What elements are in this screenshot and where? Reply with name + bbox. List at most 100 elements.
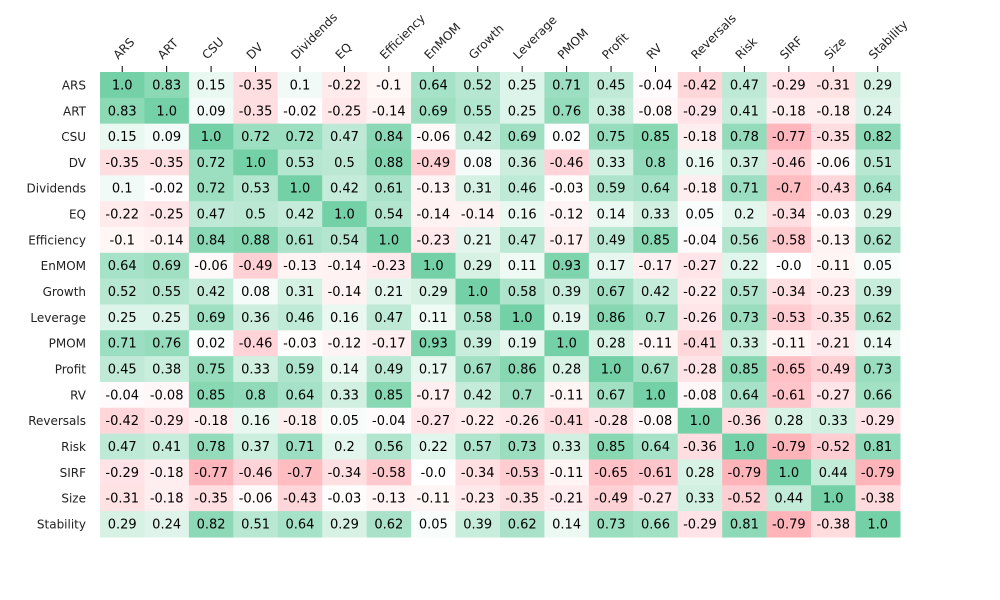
- cell-value-label: -0.26: [505, 414, 539, 429]
- cell-value-label: 0.62: [863, 311, 892, 326]
- heatmap-cell: [855, 304, 901, 331]
- cell-value-label: -0.29: [683, 104, 717, 119]
- cell-value-label: 0.86: [508, 363, 537, 378]
- cell-value-label: 0.47: [108, 440, 137, 455]
- cell-value-label: -0.08: [683, 388, 717, 403]
- cell-value-label: 0.47: [508, 233, 537, 248]
- cell-value-label: 0.51: [863, 156, 892, 171]
- heatmap-cell: [188, 278, 234, 306]
- cell-value-label: -0.7: [287, 466, 312, 481]
- cell-value-label: 0.22: [419, 440, 448, 455]
- cell-value-label: 0.19: [552, 311, 581, 326]
- cell-value-label: 0.2: [334, 440, 355, 455]
- cell-value-label: 1.0: [245, 156, 266, 171]
- cell-value-label: 0.31: [463, 182, 492, 197]
- heatmap-cell: [766, 226, 812, 254]
- heatmap-cell: [188, 330, 234, 357]
- cell-value-label: -0.11: [550, 388, 584, 403]
- cell-value-label: 0.09: [152, 130, 181, 145]
- heatmap-cell: [766, 485, 812, 512]
- cell-value-label: -0.25: [328, 104, 362, 119]
- heatmap-cell: [144, 511, 190, 538]
- heatmap-cell: [855, 149, 901, 176]
- heatmap-cell: [677, 485, 723, 512]
- cell-value-label: 0.93: [419, 337, 448, 352]
- x-tick-label: PMOM: [555, 26, 591, 62]
- cell-value-label: 0.73: [730, 311, 759, 326]
- cell-value-label: -0.38: [861, 492, 895, 507]
- cell-value-label: -0.04: [105, 388, 139, 403]
- cell-value-label: 0.85: [730, 363, 759, 378]
- heatmap-cell: [722, 201, 768, 228]
- heatmap-cell: [100, 175, 146, 202]
- heatmap-cell: [633, 433, 679, 461]
- heatmap-cell: [188, 201, 234, 228]
- x-tick-label: Reversals: [688, 11, 739, 62]
- heatmap-cell: [100, 381, 146, 409]
- cell-value-label: 0.1: [290, 78, 311, 93]
- cell-value-label: 0.33: [597, 156, 626, 171]
- heatmap-cell: [544, 330, 590, 357]
- cell-value-label: 0.73: [597, 518, 626, 533]
- cell-value-label: 0.85: [197, 388, 226, 403]
- cell-value-label: -0.08: [639, 104, 673, 119]
- heatmap-cell: [544, 459, 590, 486]
- heatmap-cell: [277, 511, 323, 538]
- heatmap-cell: [366, 304, 412, 331]
- cell-value-label: -0.34: [328, 466, 362, 481]
- heatmap-cell: [144, 459, 190, 486]
- cell-value-label: 0.53: [241, 182, 270, 197]
- heatmap-cell: [277, 304, 323, 331]
- heatmap-cell: [722, 304, 768, 331]
- heatmap-cell: [633, 304, 679, 331]
- heatmap-cell: [144, 278, 190, 306]
- cell-value-label: -0.43: [283, 492, 317, 507]
- cell-value-label: 0.45: [597, 78, 626, 93]
- heatmap-cell: [188, 175, 234, 202]
- heatmap-cell: [100, 97, 146, 125]
- heatmap-cell: [811, 356, 857, 383]
- y-tick-label: DV: [69, 156, 87, 170]
- heatmap-cell: [277, 459, 323, 486]
- cell-value-label: 0.14: [552, 518, 581, 533]
- heatmap-cell: [811, 381, 857, 409]
- heatmap-cell: [100, 252, 146, 280]
- cell-value-label: 0.28: [552, 363, 581, 378]
- cell-value-label: 0.37: [730, 156, 759, 171]
- cell-value-label: 0.38: [152, 363, 181, 378]
- cell-value-label: -0.14: [328, 285, 362, 300]
- x-tick-label: ARS: [110, 35, 137, 62]
- heatmap-cell: [544, 201, 590, 228]
- cell-value-label: 0.83: [152, 78, 181, 93]
- heatmap-cell: [544, 407, 590, 435]
- heatmap-cell: [677, 459, 723, 486]
- heatmap-cell: [811, 226, 857, 254]
- heatmap-cell: [322, 72, 368, 99]
- cell-value-label: 0.47: [374, 311, 403, 326]
- cell-value-label: 0.16: [330, 311, 359, 326]
- cell-value-label: -0.18: [150, 466, 184, 481]
- heatmap-cell: [722, 123, 768, 151]
- heatmap-cell: [633, 72, 679, 99]
- y-tick-label: Dividends: [27, 182, 86, 196]
- cell-value-label: -0.27: [416, 414, 450, 429]
- cell-value-label: 0.39: [863, 285, 892, 300]
- cell-value-label: 1.0: [778, 466, 799, 481]
- cell-value-label: 0.21: [463, 233, 492, 248]
- heatmap-cell: [411, 97, 457, 125]
- heatmap-cell: [677, 304, 723, 331]
- cell-value-label: -0.17: [372, 337, 406, 352]
- cell-value-label: 1.0: [601, 363, 622, 378]
- cell-value-label: 0.31: [286, 285, 315, 300]
- cell-value-label: 0.66: [641, 518, 670, 533]
- cell-value-label: -0.06: [416, 130, 450, 145]
- cell-value-label: -0.7: [776, 182, 801, 197]
- cell-value-label: 0.69: [419, 104, 448, 119]
- heatmap-cell: [233, 123, 279, 151]
- cell-value-label: -0.06: [194, 259, 228, 274]
- heatmap-cell: [277, 72, 323, 99]
- cell-value-label: 0.17: [419, 363, 448, 378]
- cell-value-label: 0.14: [597, 208, 626, 223]
- heatmap-cell: [144, 201, 190, 228]
- cell-value-label: 1.0: [556, 337, 577, 352]
